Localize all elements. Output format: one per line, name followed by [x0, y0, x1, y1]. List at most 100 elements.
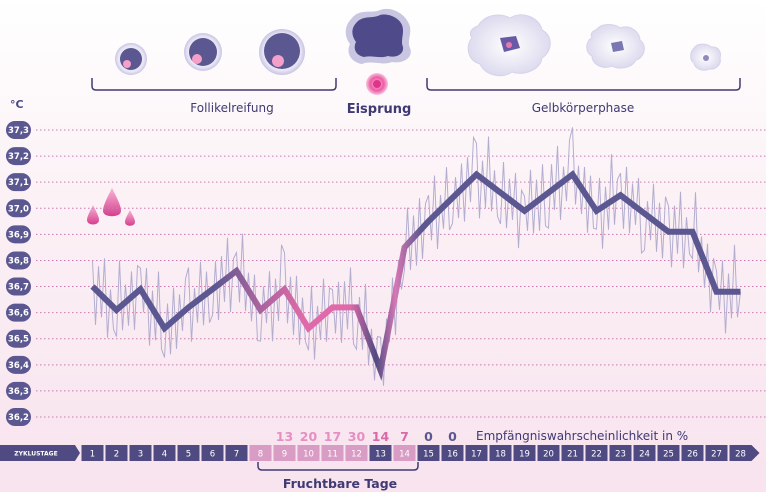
y-tick-badge [6, 277, 31, 296]
corpus-luteum-medium-icon [586, 24, 645, 69]
follicle-large-icon [259, 29, 305, 75]
egg-cell-icon [366, 73, 388, 95]
probability-caption: Empfängniswahrscheinlichkeit in % [476, 429, 688, 443]
y-tick-badge [6, 329, 31, 348]
cycle-day-cell [585, 445, 608, 461]
cycle-day-label: 26 [687, 450, 698, 460]
cycle-day-label: 21 [567, 450, 578, 460]
cycle-day-label: 14 [399, 450, 410, 460]
y-tick-badge [6, 251, 31, 270]
y-tick-badge [6, 147, 31, 166]
luteal-phase-label: Gelbkörperphase [532, 101, 635, 115]
y-tick-badge [6, 173, 31, 192]
y-tick-badge [6, 225, 31, 244]
cycle-day-label: 7 [234, 450, 239, 460]
cycle-day-label: 25 [663, 450, 674, 460]
fertile-days-label: Fruchtbare Tage [283, 476, 397, 491]
y-tick-label: 36,8 [8, 256, 29, 266]
y-tick-label: 37,1 [8, 178, 29, 188]
cycle-day-cell [225, 445, 248, 461]
y-tick-label: 37,0 [8, 204, 29, 214]
ruptured-follicle-icon [345, 8, 411, 64]
y-tick-label: 36,9 [8, 230, 29, 240]
cycle-day-label: 13 [375, 450, 386, 460]
cycle-day-cell [321, 445, 344, 461]
y-tick-badge [6, 121, 31, 139]
cycle-day-label: 16 [447, 450, 458, 460]
follicle-phase-bracket [91, 78, 337, 91]
cycle-day-cell [729, 445, 752, 461]
y-tick-label: 36,5 [8, 335, 29, 345]
cycle-day-cell [489, 445, 512, 461]
y-tick-badge [6, 303, 31, 322]
cycle-day-cell [537, 445, 560, 461]
ovulation-label: Eisprung [347, 102, 412, 117]
y-tick-label: 36,6 [8, 309, 29, 319]
y-tick-label: 36,7 [8, 283, 29, 293]
y-tick-label: 37,3 [8, 126, 29, 136]
follicle-small-icon [115, 43, 147, 75]
cycle-day-label: 2 [114, 450, 119, 460]
cycle-day-label: 9 [282, 450, 287, 460]
probability-value: 30 [348, 429, 366, 444]
cycle-day-cell [297, 445, 320, 461]
probability-value: 14 [372, 429, 390, 444]
cycle-day-cell [705, 445, 728, 461]
cycle-day-label: 6 [210, 450, 215, 460]
cycle-day-label: 15 [423, 450, 434, 460]
y-tick-badge [6, 199, 31, 218]
cycle-day-cell [81, 445, 104, 461]
cycle-day-cell [609, 445, 632, 461]
cycle-day-cell [657, 445, 680, 461]
cycle-day-label: 20 [543, 450, 554, 460]
cycle-day-label: 23 [615, 450, 626, 460]
corpus-luteum-large-icon [467, 14, 551, 77]
y-tick-label: 36,2 [8, 413, 29, 423]
y-tick-badge [6, 355, 31, 374]
cycle-day-label: 24 [639, 450, 650, 460]
cycle-day-label: 22 [591, 450, 602, 460]
cycle-day-cell [177, 445, 200, 461]
cycle-day-cell [417, 445, 440, 461]
cycle-day-cell [105, 445, 128, 461]
cycle-day-cell [249, 445, 272, 461]
raw-temperature-line [92, 127, 741, 386]
cycle-day-cell [201, 445, 224, 461]
probability-value: 17 [324, 429, 341, 444]
cycle-day-label: 4 [162, 450, 167, 460]
cycle-day-label: 8 [258, 450, 263, 460]
basal-temperature-line [90, 170, 741, 381]
cycle-day-cell [393, 445, 416, 461]
cycle-day-cell [465, 445, 488, 461]
y-tick-label: 36,3 [8, 387, 29, 397]
cycle-days-arrow [751, 445, 760, 461]
cycle-day-cell [561, 445, 584, 461]
cycle-day-cell [633, 445, 656, 461]
cycle-day-label: 3 [138, 450, 143, 460]
y-tick-label: 36,4 [8, 361, 29, 371]
corpus-luteum-small-icon [690, 43, 721, 71]
cycle-days-header [0, 445, 80, 461]
cycle-day-cell [153, 445, 176, 461]
cycle-day-label: 5 [186, 450, 191, 460]
blood-drops-icon [87, 188, 135, 226]
cycle-day-label: 11 [327, 450, 338, 460]
cycle-day-cell [273, 445, 296, 461]
probability-value: 7 [400, 429, 409, 444]
y-tick-label: 37,2 [8, 152, 29, 162]
probability-value: 13 [276, 429, 293, 444]
y-tick-badge [6, 381, 31, 400]
cycle-day-label: 27 [711, 450, 722, 460]
cycle-day-cell [681, 445, 704, 461]
cycle-day-cell [345, 445, 368, 461]
follicle-medium-icon [184, 33, 222, 71]
cycle-day-label: 12 [351, 450, 362, 460]
cycle-day-cell [441, 445, 464, 461]
follicle-phase-label: Follikelreifung [190, 101, 274, 115]
probability-value: 0 [424, 429, 433, 444]
probability-value: 0 [448, 429, 457, 444]
cycle-day-cell [129, 445, 152, 461]
